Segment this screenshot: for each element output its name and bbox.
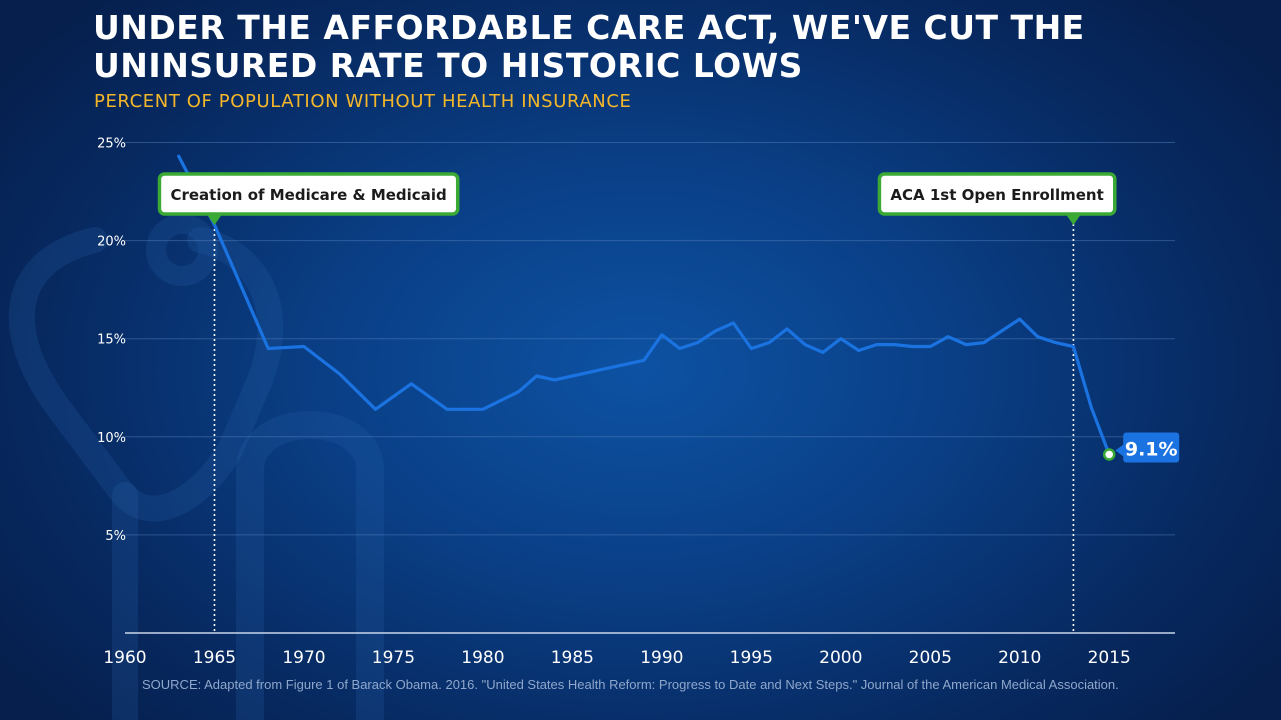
annotation-callout: ACA 1st Open Enrollment	[877, 172, 1117, 225]
y-tick-label: 10%	[97, 431, 126, 446]
x-tick-label: 1970	[282, 648, 325, 668]
annotation-box	[157, 172, 460, 216]
end-label-text: 9.1%	[1125, 438, 1178, 460]
x-tick-label: 2000	[819, 648, 862, 668]
annotation-label: Creation of Medicare & Medicaid	[170, 186, 446, 204]
x-tick-label: 1995	[730, 648, 773, 668]
chart-subtitle: PERCENT OF POPULATION WITHOUT HEALTH INS…	[94, 91, 632, 112]
y-tick-label: 20%	[97, 235, 126, 250]
x-tick-label: 1975	[372, 648, 415, 668]
x-tick-label: 1985	[551, 648, 594, 668]
annotation-guides	[213, 224, 1075, 633]
chart-title: UNDER THE AFFORDABLE CARE ACT, WE'VE CUT…	[93, 8, 1085, 85]
x-axis-ticks: 1960 1965 1970 1975 1980 1985 1990 1995 2000 2005…	[103, 648, 1130, 668]
end-data-point	[1102, 448, 1116, 461]
annotation-pointer	[1066, 215, 1081, 225]
end-label-box	[1123, 432, 1180, 463]
x-tick-label: 1965	[193, 648, 236, 668]
source-note: SOURCE: Adapted from Figure 1 of Barack …	[142, 677, 1119, 692]
annotation-box	[877, 172, 1117, 216]
y-tick-label: 25%	[97, 137, 126, 152]
x-tick-label: 1980	[461, 648, 504, 668]
x-tick-label: 2015	[1088, 648, 1131, 668]
annotation-callout: Creation of Medicare & Medicaid	[157, 172, 460, 225]
x-tick-label: 1960	[103, 648, 146, 668]
x-tick-label: 2010	[998, 648, 1041, 668]
end-value-label: 9.1%	[1102, 432, 1180, 463]
y-tick-label: 5%	[105, 529, 126, 544]
x-tick-label: 1990	[640, 648, 683, 668]
y-axis-ticks: 5% 10% 15% 20% 25%	[97, 137, 126, 544]
grid-lines	[125, 142, 1175, 536]
annotation-label: ACA 1st Open Enrollment	[890, 186, 1103, 204]
annotations: Creation of Medicare & Medicaid ACA 1st O…	[157, 172, 1117, 225]
uninsured-rate-line	[177, 154, 1111, 457]
annotation-pointer	[207, 215, 222, 225]
x-tick-label: 2005	[909, 648, 952, 668]
y-tick-label: 15%	[97, 333, 126, 348]
